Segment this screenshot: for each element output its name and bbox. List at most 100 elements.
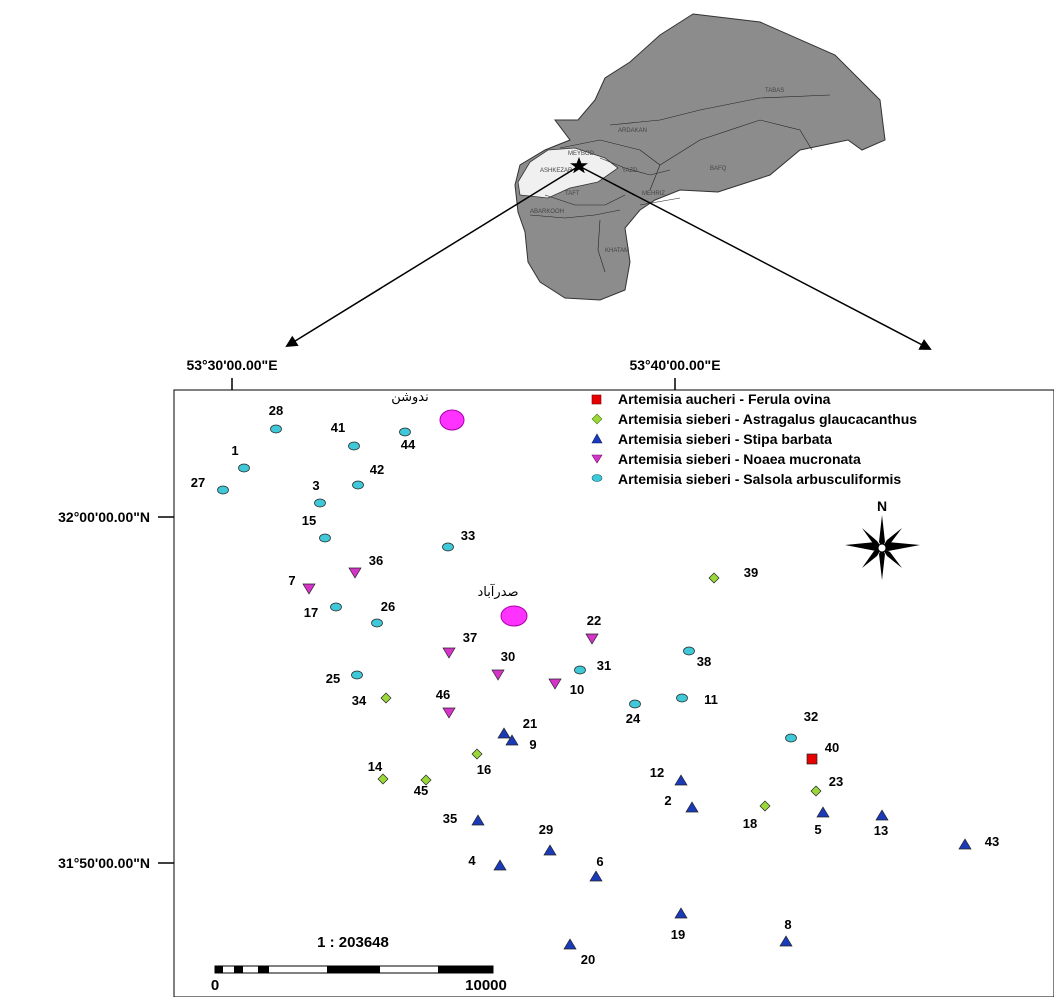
latitude-label: 31°50'00.00"N xyxy=(58,855,150,871)
site-label: 43 xyxy=(985,834,999,849)
site-label: 27 xyxy=(191,475,205,490)
site-marker-square-icon xyxy=(806,753,818,765)
site-label: 26 xyxy=(381,599,395,614)
legend-label: Artemisia sieberi - Salsola arbusculifor… xyxy=(618,471,901,487)
town-label-nadooshan: ندوشن xyxy=(391,390,429,405)
site-label: 14 xyxy=(368,759,383,774)
site-label: 5 xyxy=(814,822,821,837)
site-label: 16 xyxy=(477,762,491,777)
pointer-arrow-right xyxy=(578,165,932,350)
site-marker-triangle-up-icon xyxy=(875,809,889,821)
site-marker-ellipse-icon xyxy=(319,533,331,543)
district-label: ARDAKAN xyxy=(618,128,647,134)
site-label: 44 xyxy=(401,437,416,452)
legend-label: Artemisia aucheri - Ferula ovina xyxy=(618,391,831,407)
site-label: 45 xyxy=(414,783,428,798)
site-label: 36 xyxy=(369,553,383,568)
site-label: 23 xyxy=(829,774,843,789)
site-label: 40 xyxy=(825,740,839,755)
site-marker-triangle-up-icon xyxy=(543,844,557,856)
site-label: 20 xyxy=(581,952,595,967)
site-label: 3 xyxy=(312,478,319,493)
legend-label: Artemisia sieberi - Stipa barbata xyxy=(618,431,832,447)
site-label: 42 xyxy=(370,462,384,477)
site-marker-triangle-up-icon xyxy=(497,727,511,739)
site-label: 33 xyxy=(461,528,475,543)
site-label: 35 xyxy=(443,811,457,826)
longitude-label: 53°40'00.00"E xyxy=(629,357,720,373)
province-inset-map: TABAS ARDAKAN MEYBOD ASHKEZAR YAZD BAFQ … xyxy=(514,13,886,301)
town-marker xyxy=(500,605,528,627)
site-marker-triangle-up-icon xyxy=(816,806,830,818)
site-marker-triangle-up-icon xyxy=(685,801,699,813)
district-boundaries xyxy=(529,94,831,273)
site-label: 4 xyxy=(468,853,476,868)
district-label: TAFT xyxy=(565,191,580,197)
site-marker-triangle-up-icon xyxy=(779,935,793,947)
site-marker-diamond-icon xyxy=(380,692,392,704)
site-marker-ellipse-icon xyxy=(629,699,641,709)
site-marker-ellipse-icon xyxy=(352,480,364,490)
site-marker-diamond-icon xyxy=(759,800,771,812)
district-label: MEHRIZ xyxy=(642,191,665,197)
site-marker-ellipse-icon xyxy=(270,424,282,434)
legend-triangle-down-icon xyxy=(591,454,603,464)
site-label: 6 xyxy=(596,854,603,869)
site-label: 18 xyxy=(743,816,757,831)
site-marker-triangle-up-icon xyxy=(674,907,688,919)
site-label: 22 xyxy=(587,613,601,628)
site-marker-diamond-icon xyxy=(471,748,483,760)
site-marker-ellipse-icon xyxy=(676,693,688,703)
map-frame xyxy=(173,389,1054,997)
site-marker-ellipse-icon xyxy=(348,441,360,451)
site-label: 21 xyxy=(523,716,537,731)
site-label: 8 xyxy=(784,917,791,932)
site-label: 28 xyxy=(269,403,283,418)
town-marker xyxy=(439,409,465,431)
district-label: ASHKEZAR xyxy=(540,168,573,174)
site-marker-diamond-icon xyxy=(420,774,432,786)
site-marker-triangle-down-icon xyxy=(348,567,362,579)
site-marker-triangle-up-icon xyxy=(589,870,603,882)
site-label: 41 xyxy=(331,420,345,435)
district-label: YAZD xyxy=(622,168,638,174)
coordinate-grid: 53°30'00.00"E 53°40'00.00"E 32°00'00.00"… xyxy=(58,357,720,871)
legend-label: Artemisia sieberi - Astragalus glaucacan… xyxy=(618,411,917,427)
site-marker-ellipse-icon xyxy=(330,602,342,612)
site-marker-triangle-down-icon xyxy=(302,583,316,595)
site-marker-diamond-icon xyxy=(708,572,720,584)
site-marker-ellipse-icon xyxy=(314,498,326,508)
site-marker-triangle-up-icon xyxy=(563,938,577,950)
site-label: 2 xyxy=(664,793,671,808)
legend-triangle-up-icon xyxy=(591,433,603,444)
district-label: MEYBOD xyxy=(568,151,595,157)
site-label: 31 xyxy=(597,658,611,673)
site-marker-ellipse-icon xyxy=(217,485,229,495)
site-label: 11 xyxy=(704,692,718,707)
site-label: 38 xyxy=(697,654,711,669)
site-label: 15 xyxy=(302,513,316,528)
site-label: 10 xyxy=(570,682,584,697)
scale-min-label: 0 xyxy=(211,977,219,994)
scale-max-label: 10000 xyxy=(465,977,507,994)
site-marker-triangle-down-icon xyxy=(442,707,456,719)
district-label: TABAS xyxy=(765,88,784,94)
legend-diamond-icon xyxy=(591,413,603,425)
site-marker-triangle-up-icon xyxy=(505,734,519,746)
site-marker-diamond-icon xyxy=(377,773,389,785)
site-label: 24 xyxy=(626,711,641,726)
legend-square-icon xyxy=(591,394,602,405)
legend: Artemisia aucheri - Ferula ovina Artemis… xyxy=(591,391,917,487)
longitude-label: 53°30'00.00"E xyxy=(186,357,277,373)
latitude-label: 32°00'00.00"N xyxy=(58,509,150,525)
site-label: 9 xyxy=(529,737,536,752)
legend-ellipse-icon xyxy=(591,474,603,482)
site-label: 19 xyxy=(671,927,685,942)
site-label: 17 xyxy=(304,605,318,620)
site-marker-triangle-down-icon xyxy=(442,647,456,659)
site-marker-triangle-down-icon xyxy=(548,678,562,690)
site-label: 25 xyxy=(326,671,340,686)
site-marker-triangle-up-icon xyxy=(493,859,507,871)
towns: ندوشن صدرآباد xyxy=(391,390,528,627)
